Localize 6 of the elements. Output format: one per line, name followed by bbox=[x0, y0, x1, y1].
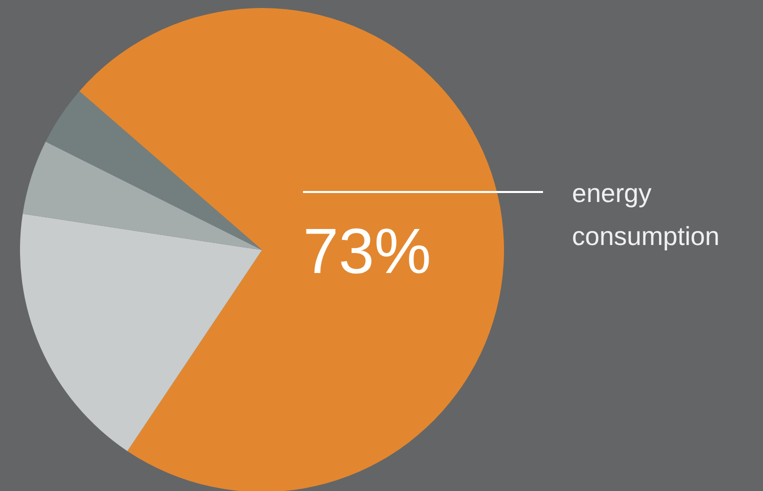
slice-label: energy consumption bbox=[572, 178, 720, 251]
pie-slice bbox=[46, 91, 262, 250]
pie-slice bbox=[20, 214, 262, 452]
data-label: 73% bbox=[303, 215, 432, 287]
pie-slice bbox=[79, 8, 504, 491]
pie-slice bbox=[22, 142, 262, 250]
